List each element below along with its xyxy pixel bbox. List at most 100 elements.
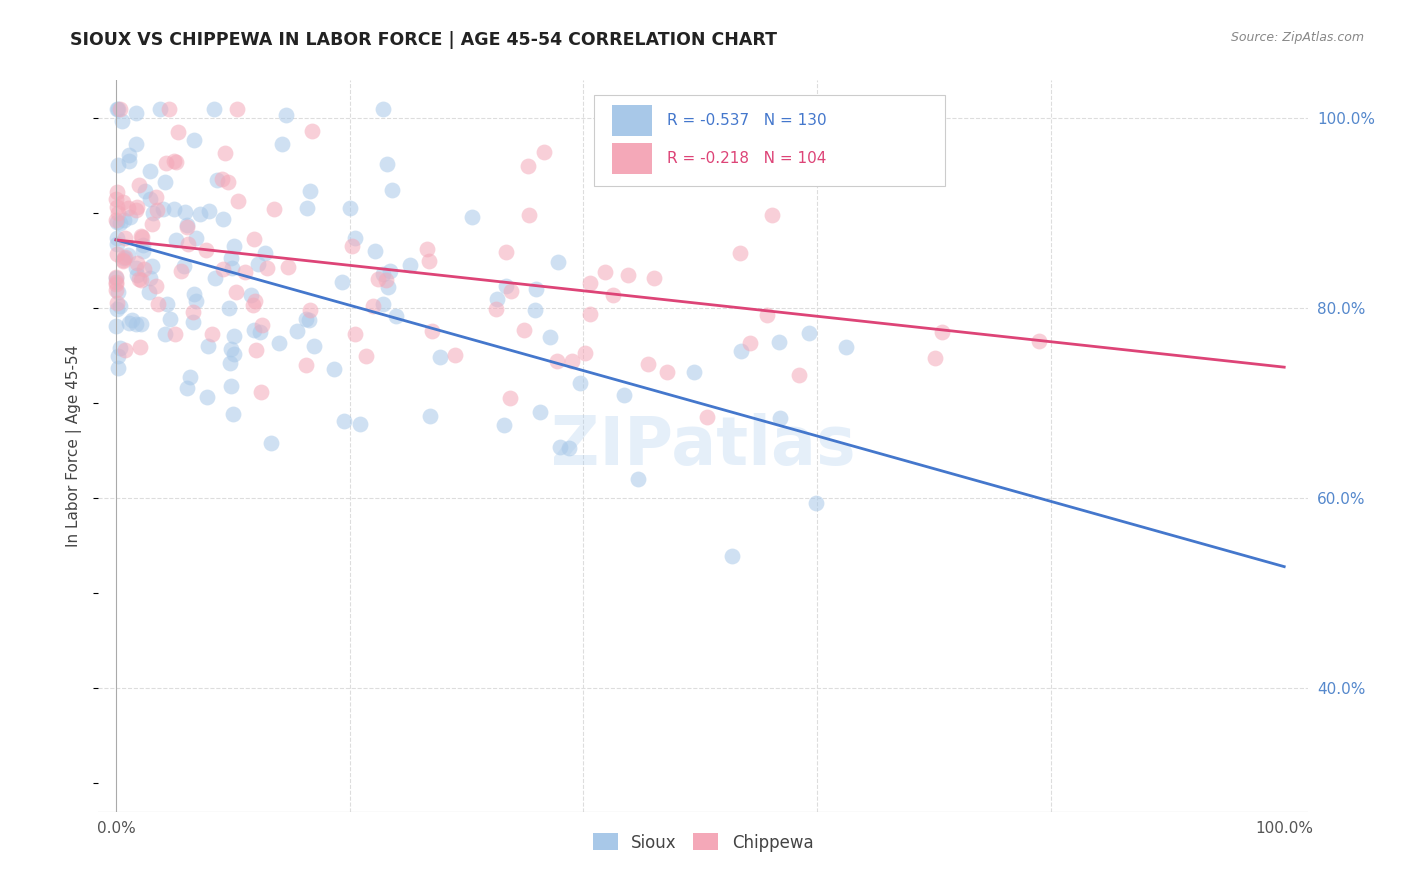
Point bbox=[173, 259, 195, 273]
Point bbox=[354, 349, 377, 363]
Point bbox=[243, 323, 266, 337]
Point bbox=[738, 335, 761, 350]
Point bbox=[420, 324, 443, 338]
Point bbox=[138, 285, 160, 299]
Point bbox=[132, 261, 155, 276]
Text: R = -0.218   N = 104: R = -0.218 N = 104 bbox=[666, 151, 827, 166]
Point bbox=[344, 326, 367, 341]
Point bbox=[224, 329, 246, 343]
Point bbox=[114, 250, 136, 264]
Point bbox=[593, 265, 616, 279]
Point bbox=[761, 208, 783, 222]
Point bbox=[250, 318, 273, 332]
Point bbox=[381, 183, 404, 197]
Point bbox=[298, 303, 321, 318]
Point bbox=[105, 231, 128, 245]
Point bbox=[177, 237, 200, 252]
Point bbox=[263, 202, 285, 216]
Point bbox=[524, 282, 547, 296]
Point bbox=[145, 278, 167, 293]
Point bbox=[105, 201, 128, 215]
Y-axis label: In Labor Force | Age 45-54: In Labor Force | Age 45-54 bbox=[66, 345, 83, 547]
Point bbox=[242, 298, 264, 312]
Point bbox=[371, 268, 394, 282]
Point bbox=[340, 239, 363, 253]
Point bbox=[194, 244, 217, 258]
Point bbox=[114, 343, 136, 357]
Point bbox=[107, 102, 129, 116]
Point bbox=[105, 212, 128, 227]
Point bbox=[295, 312, 318, 326]
Point bbox=[104, 271, 127, 285]
Point bbox=[547, 255, 569, 269]
Point bbox=[218, 301, 240, 315]
Point bbox=[127, 256, 149, 270]
Point bbox=[301, 124, 323, 138]
Point bbox=[153, 327, 176, 342]
Point bbox=[142, 206, 165, 220]
Point bbox=[225, 285, 247, 300]
Point bbox=[117, 148, 139, 162]
Point bbox=[797, 326, 820, 340]
Bar bbox=[613, 144, 652, 174]
Point bbox=[129, 228, 152, 243]
Point bbox=[124, 136, 146, 151]
Point bbox=[787, 368, 810, 382]
Point bbox=[125, 261, 148, 276]
Point bbox=[499, 285, 522, 299]
Point bbox=[226, 102, 249, 116]
Point bbox=[730, 343, 752, 358]
Point bbox=[637, 358, 659, 372]
Point bbox=[112, 252, 135, 266]
Point bbox=[418, 253, 440, 268]
Point bbox=[574, 345, 596, 359]
Point bbox=[276, 108, 298, 122]
Point bbox=[486, 292, 509, 306]
Point bbox=[112, 254, 135, 268]
Point bbox=[721, 549, 744, 564]
Point bbox=[224, 238, 246, 252]
Point bbox=[617, 268, 640, 282]
Point bbox=[129, 340, 152, 354]
Point bbox=[110, 114, 132, 128]
Point bbox=[243, 232, 266, 246]
Point bbox=[112, 195, 135, 210]
Bar bbox=[613, 105, 652, 136]
Point bbox=[131, 230, 153, 244]
Point bbox=[132, 244, 155, 258]
Point bbox=[219, 378, 242, 392]
Point bbox=[120, 210, 142, 224]
Point bbox=[267, 336, 290, 351]
Point bbox=[517, 208, 540, 222]
Text: SIOUX VS CHIPPEWA IN LABOR FORCE | AGE 45-54 CORRELATION CHART: SIOUX VS CHIPPEWA IN LABOR FORCE | AGE 4… bbox=[70, 31, 778, 49]
Point bbox=[167, 125, 190, 139]
Point bbox=[250, 385, 273, 400]
Point bbox=[299, 184, 322, 198]
Point bbox=[256, 260, 278, 275]
Point bbox=[159, 311, 181, 326]
Point bbox=[125, 106, 148, 120]
Point bbox=[924, 351, 946, 365]
Point bbox=[333, 414, 356, 428]
Point bbox=[117, 201, 139, 215]
Point bbox=[104, 193, 127, 207]
Point bbox=[224, 346, 246, 360]
Point bbox=[165, 155, 187, 169]
Point bbox=[728, 246, 751, 260]
Point bbox=[205, 173, 228, 187]
Point bbox=[107, 206, 129, 220]
Point bbox=[105, 270, 128, 285]
Point bbox=[105, 296, 128, 310]
Point bbox=[259, 435, 281, 450]
Point bbox=[186, 293, 208, 308]
Legend: Sioux, Chippewa: Sioux, Chippewa bbox=[586, 827, 820, 858]
Point bbox=[183, 287, 205, 301]
Point bbox=[246, 257, 269, 271]
Point bbox=[578, 276, 600, 290]
Point bbox=[221, 260, 243, 275]
Point bbox=[105, 215, 128, 229]
Point bbox=[218, 356, 240, 370]
Point bbox=[755, 308, 778, 322]
Point bbox=[118, 317, 141, 331]
Point bbox=[219, 343, 242, 357]
